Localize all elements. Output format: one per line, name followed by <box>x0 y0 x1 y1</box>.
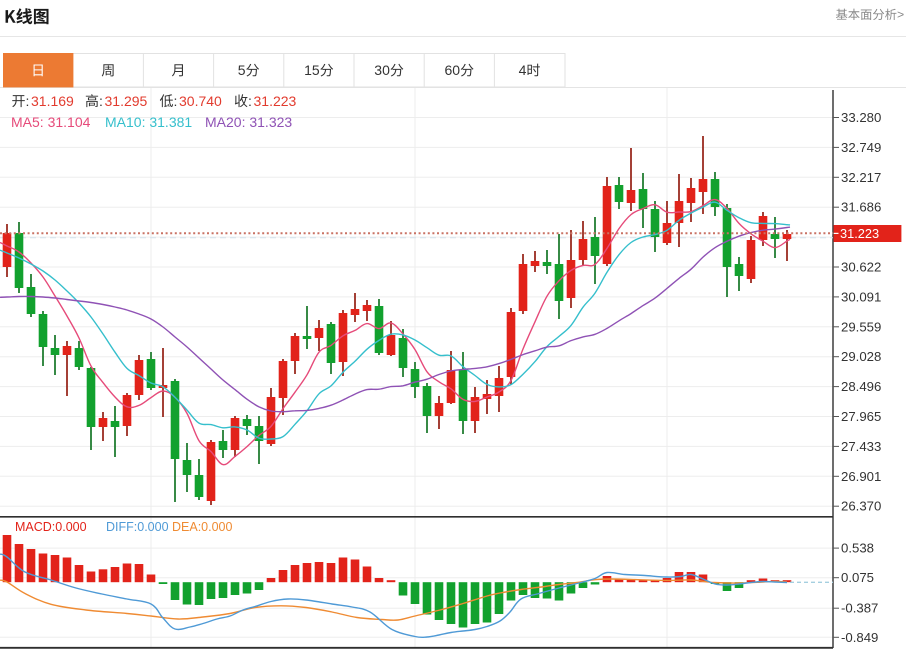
svg-text:27.965: 27.965 <box>841 409 881 424</box>
svg-text::: : <box>99 93 103 109</box>
svg-text:27.433: 27.433 <box>841 439 881 454</box>
svg-text:5: 5 <box>238 62 246 78</box>
svg-text:33.280: 33.280 <box>841 110 881 125</box>
svg-text:1: 1 <box>304 62 312 78</box>
svg-text:32.749: 32.749 <box>841 140 881 155</box>
svg-text:0: 0 <box>382 62 390 78</box>
svg-text::: : <box>248 93 252 109</box>
svg-text:29.028: 29.028 <box>841 349 881 364</box>
svg-text:0: 0 <box>452 62 460 78</box>
svg-text:>: > <box>897 8 904 22</box>
svg-text:0.075: 0.075 <box>841 570 874 585</box>
svg-text:0.538: 0.538 <box>841 541 874 556</box>
svg-text:30.622: 30.622 <box>841 260 881 275</box>
svg-text:-0.387: -0.387 <box>841 601 878 616</box>
svg-text:-0.849: -0.849 <box>841 630 878 645</box>
svg-text:28.496: 28.496 <box>841 379 881 394</box>
svg-text:5: 5 <box>312 62 320 78</box>
svg-text:32.217: 32.217 <box>841 170 881 185</box>
svg-text:4: 4 <box>519 62 527 78</box>
svg-text:31.686: 31.686 <box>841 200 881 215</box>
svg-text:6: 6 <box>445 62 453 78</box>
svg-text:3: 3 <box>374 62 382 78</box>
svg-text:30.091: 30.091 <box>841 289 881 304</box>
svg-text::: : <box>174 93 178 109</box>
svg-text::: : <box>26 93 30 109</box>
svg-text:29.559: 29.559 <box>841 319 881 334</box>
svg-text:31.223: 31.223 <box>840 226 879 241</box>
svg-text:26.370: 26.370 <box>841 499 881 514</box>
svg-text:26.901: 26.901 <box>841 469 881 484</box>
